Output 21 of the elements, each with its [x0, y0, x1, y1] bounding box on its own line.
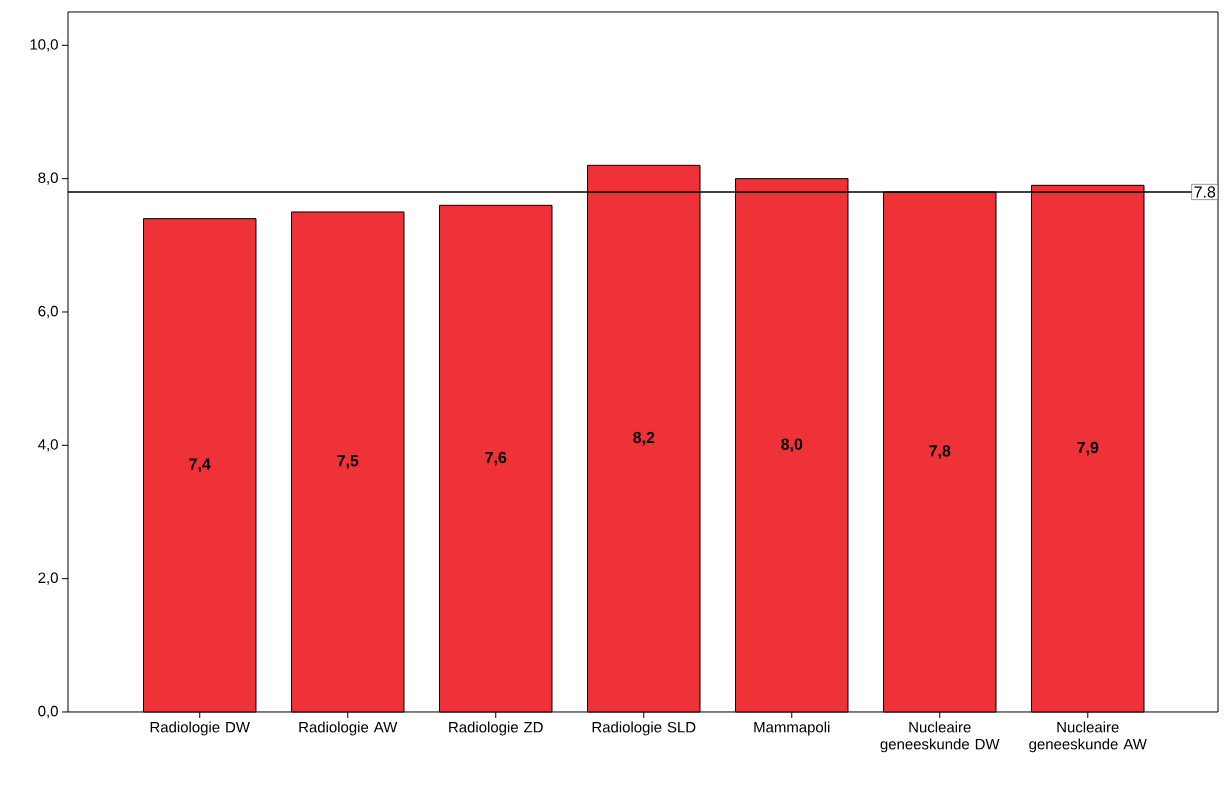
y-tick-label: 4,0	[38, 439, 58, 452]
x-tick-label: Radiologie AW	[299, 721, 398, 736]
data-label: 7,8	[929, 445, 951, 459]
ref-line-label: 7.8	[1194, 186, 1216, 198]
data-label: 8,0	[781, 438, 803, 453]
y-tick-label: 10,0	[30, 39, 58, 52]
y-tick-label: 6,0	[38, 305, 58, 319]
data-label: 7,4	[189, 458, 211, 473]
y-tick-label: 8,0	[38, 172, 58, 185]
x-tick-label: Nucleaire geneeskunde DW	[880, 721, 1000, 753]
data-label: 7,9	[1077, 441, 1099, 456]
x-tick-label: Radiologie ZD	[449, 721, 543, 736]
x-tick-label: Radiologie DW	[150, 721, 250, 736]
x-tick-label: Radiologie SLD	[592, 721, 696, 736]
data-label: 7,6	[485, 451, 507, 466]
data-label: 8,2	[633, 431, 655, 446]
y-tick-label: 2,0	[38, 572, 58, 585]
data-label: 7,5	[337, 455, 359, 469]
x-tick-label: Nucleaire geneeskunde AW	[1029, 721, 1147, 753]
x-tick-label: Mammapoli	[754, 721, 830, 736]
y-tick-label: 0,0	[38, 705, 58, 719]
